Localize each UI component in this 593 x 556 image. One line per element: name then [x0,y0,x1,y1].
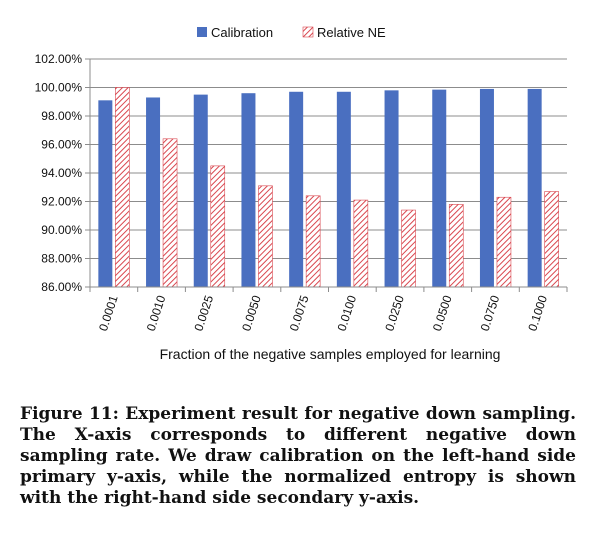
y-tick-label: 88.00% [41,252,82,266]
bar-relative-ne [258,185,273,288]
bar-relative-ne [353,199,369,288]
bar-calibration [98,100,113,287]
legend-swatch-relative-ne [302,26,314,38]
x-tick-label: 0.0010 [144,293,169,333]
x-axis-label: Fraction of the negative samples employe… [160,346,501,362]
x-tick-label: 0.0001 [96,293,121,333]
bar-chart: Calibration Relative NE 86.00% 88.00% 90.0… [35,25,568,362]
y-tick-label: 98.00% [41,109,82,123]
bar-calibration [432,89,447,287]
y-tick-label: 100.00% [35,81,83,95]
bar-calibration [384,90,399,287]
bar-relative-ne [115,87,130,288]
legend-swatch-calibration [197,27,207,37]
bar-calibration [336,91,351,288]
y-tick-label: 92.00% [41,195,82,209]
bar-relative-ne [496,196,512,288]
bar-calibration [146,97,161,287]
bar-calibration [193,94,208,287]
x-tick-label: 0.0750 [478,293,503,333]
y-tick-label: 90.00% [41,223,82,237]
legend-label-relative-ne: Relative NE [317,25,386,40]
y-axis: 86.00% 88.00% 90.00% 92.00% 94.00% 96.00% 98.0… [35,52,91,294]
bar-relative-ne [448,204,464,288]
bars [98,87,559,288]
bar-calibration [289,91,304,288]
bar-calibration [479,88,494,287]
figure-caption: Figure 11: Experiment result for negativ… [20,404,576,508]
x-tick-label: 0.0250 [382,293,407,333]
y-tick-label: 96.00% [41,138,82,152]
bar-relative-ne [162,138,178,288]
bar-relative-ne [544,191,559,288]
y-tick-label: 94.00% [41,166,82,180]
x-tick-label: 0.0025 [191,293,216,333]
legend: Calibration Relative NE [197,25,386,40]
x-tick-label: 0.0075 [287,293,312,333]
x-tick-label: 0.1000 [525,293,550,333]
bar-calibration [527,88,542,287]
bar-relative-ne [305,195,321,288]
bar-calibration [241,93,256,287]
gridlines [90,58,567,288]
x-tick-label: 0.0100 [335,293,360,333]
bar-relative-ne [210,165,226,288]
bar-relative-ne [401,209,416,288]
x-tick-label: 0.0050 [239,293,264,333]
legend-label-calibration: Calibration [211,25,273,40]
y-tick-label: 102.00% [35,52,83,66]
x-axis: 0.0001 0.0010 0.0025 0.0050 0.0075 0.0100 0.02… [89,286,568,333]
y-tick-label: 86.00% [41,280,82,294]
x-tick-label: 0.0500 [430,293,455,333]
